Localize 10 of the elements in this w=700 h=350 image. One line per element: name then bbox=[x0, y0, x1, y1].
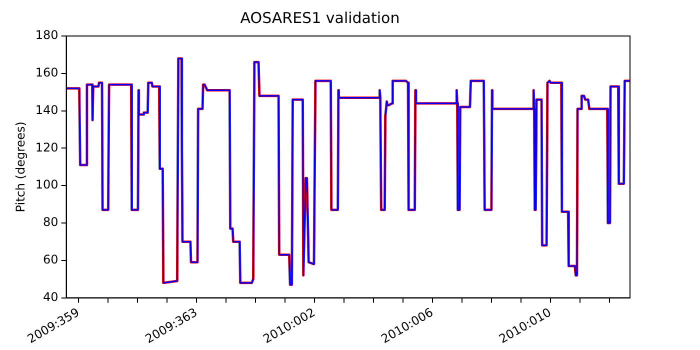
y-tick-label: 80 bbox=[43, 215, 58, 230]
y-tick-label: 160 bbox=[35, 66, 58, 80]
y-tick-label: 60 bbox=[43, 252, 58, 267]
y-tick-label: 140 bbox=[35, 102, 58, 117]
y-tick-label: 120 bbox=[35, 140, 58, 154]
y-axis-title: Pitch (degrees) bbox=[13, 122, 28, 212]
y-tick-label: 100 bbox=[35, 178, 58, 192]
y-tick-label: 40 bbox=[43, 290, 58, 304]
chart-title: AOSARES1 validation bbox=[240, 8, 400, 27]
y-tick-label: 180 bbox=[35, 28, 58, 42]
